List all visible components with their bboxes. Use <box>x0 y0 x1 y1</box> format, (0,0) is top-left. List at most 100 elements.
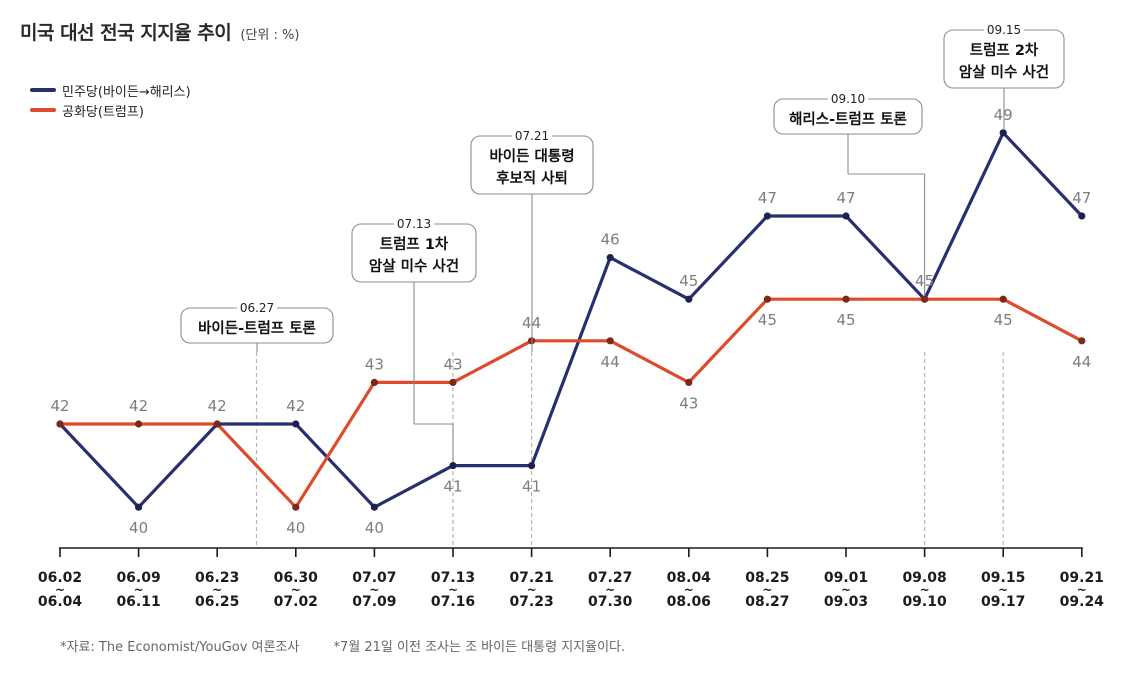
data-label-republican: 40 <box>286 519 305 537</box>
x-tick-label-end: 07.30 <box>588 594 633 610</box>
x-tick-label-end: 08.06 <box>667 594 711 610</box>
data-label-republican: 42 <box>129 397 148 415</box>
data-point-republican <box>449 378 457 386</box>
data-point-democrat <box>370 503 378 511</box>
x-tick-label-end: 07.02 <box>274 594 318 610</box>
data-point-republican <box>763 295 772 303</box>
x-tick-label-start: 07.21 <box>509 570 553 586</box>
data-label-democrat: 42 <box>286 397 305 415</box>
x-tick-label-start: 06.30 <box>274 570 319 586</box>
annotation-text: 후보직 사퇴 <box>496 169 568 187</box>
chart-title-row: 미국 대선 전국 지지율 추이 (단위 : %) <box>20 18 299 45</box>
x-tick-tilde: ~ <box>291 583 301 597</box>
data-point-republican <box>370 378 378 386</box>
annotation-text: 바이든 대통령 <box>489 148 574 165</box>
data-label-republican: 45 <box>758 311 777 329</box>
x-tick-tilde: ~ <box>920 583 930 597</box>
annotation-text: 해리스-트럼프 토론 <box>789 111 907 128</box>
x-tick-tilde: ~ <box>605 583 615 597</box>
annotation-date: 09.10 <box>831 92 865 106</box>
annotation-date: 07.21 <box>515 129 549 143</box>
legend-label-democrat: 민주당(바이든→해리스) <box>62 84 191 100</box>
data-point-democrat <box>606 254 614 262</box>
data-point-democrat <box>1078 212 1086 220</box>
x-tick-label-start: 06.02 <box>38 570 82 586</box>
data-point-democrat <box>135 503 143 511</box>
data-point-republican <box>606 337 614 345</box>
data-point-republican <box>921 295 929 303</box>
data-point-democrat <box>528 462 536 470</box>
annotation-date-bg <box>828 91 868 106</box>
data-point-democrat <box>842 212 850 220</box>
data-point-democrat <box>449 462 457 470</box>
data-point-democrat <box>685 295 693 303</box>
annotation-text: 암살 미수 사건 <box>369 257 459 275</box>
data-label-shared: 42 <box>208 397 227 415</box>
data-label-democrat: 40 <box>365 519 384 537</box>
x-tick-label-end: 07.16 <box>431 594 475 610</box>
legend-swatch-democrat <box>30 88 56 92</box>
x-tick-label-start: 08.25 <box>745 570 789 586</box>
x-tick-label-end: 09.24 <box>1060 594 1105 610</box>
x-tick-label-end: 06.04 <box>38 594 83 610</box>
data-points <box>56 129 1086 511</box>
data-point-republican <box>292 503 300 511</box>
data-point-democrat <box>999 129 1007 137</box>
data-label-republican: 45 <box>836 311 855 329</box>
legend-label-republican: 공화당(트럼프) <box>62 104 144 120</box>
annotation-date-bg <box>512 128 552 143</box>
chart-title: 미국 대선 전국 지지율 추이 <box>20 22 232 44</box>
x-tick-label-end: 06.25 <box>195 594 239 610</box>
x-tick-tilde: ~ <box>527 583 537 597</box>
annotation-date: 07.13 <box>397 217 431 231</box>
annotation-09-10: 09.10 해리스-트럼프 토론 <box>773 91 926 296</box>
data-label-republican: 45 <box>994 311 1013 329</box>
series-line-republican <box>58 297 1084 509</box>
data-label-republican: 43 <box>365 355 384 373</box>
x-tick-label-start: 07.13 <box>431 570 475 586</box>
data-point-republican <box>842 295 850 303</box>
annotation-date-bg <box>394 216 434 231</box>
legend-item-republican: 공화당(트럼프) <box>30 100 191 120</box>
x-tick-tilde: ~ <box>762 583 772 597</box>
data-point-republican <box>999 295 1007 303</box>
x-tick-label-start: 07.07 <box>352 570 396 586</box>
annotation-text: 트럼프 1차 <box>380 236 449 253</box>
x-tick-tilde: ~ <box>684 583 694 597</box>
x-tick-tilde: ~ <box>841 583 851 597</box>
x-tick-label-end: 06.11 <box>116 594 160 610</box>
x-tick-label-end: 07.23 <box>509 594 553 610</box>
x-tick-label-start: 06.23 <box>195 570 239 586</box>
data-label-democrat: 47 <box>758 189 777 207</box>
x-tick-label-end: 09.03 <box>824 594 868 610</box>
x-tick-label-start: 07.27 <box>588 570 632 586</box>
data-label-democrat: 47 <box>836 189 855 207</box>
x-tick-label-end: 09.17 <box>981 594 1025 610</box>
data-label-democrat: 41 <box>522 478 541 496</box>
data-point-republican <box>685 378 693 386</box>
series-lines <box>58 131 1084 509</box>
chart-unit: (단위 : %) <box>240 28 300 43</box>
legend-item-democrat: 민주당(바이든→해리스) <box>30 80 191 100</box>
annotation-date-bg <box>984 22 1024 37</box>
annotation-date: 06.27 <box>240 301 274 315</box>
data-label-republican: 44 <box>1072 353 1091 371</box>
data-point-republican <box>1078 337 1086 345</box>
x-tick-label-start: 09.08 <box>902 570 946 586</box>
annotation-date-bg <box>237 300 277 315</box>
x-axis: 06.02~06.0406.09~06.1106.23~06.2506.30~0… <box>38 547 1105 610</box>
series-line-democrat <box>58 131 1084 509</box>
footnote: *7월 21일 이전 조사는 조 바이든 대통령 지지율이다. <box>333 640 626 655</box>
annotation-text: 트럼프 2차 <box>970 42 1039 59</box>
x-tick-tilde: ~ <box>134 583 144 597</box>
x-tick-tilde: ~ <box>998 583 1008 597</box>
data-label-democrat: 47 <box>1072 189 1091 207</box>
x-tick-label-start: 06.09 <box>116 570 160 586</box>
legend: 민주당(바이든→해리스) 공화당(트럼프) <box>30 80 191 120</box>
x-tick-label-end: 07.09 <box>352 594 396 610</box>
